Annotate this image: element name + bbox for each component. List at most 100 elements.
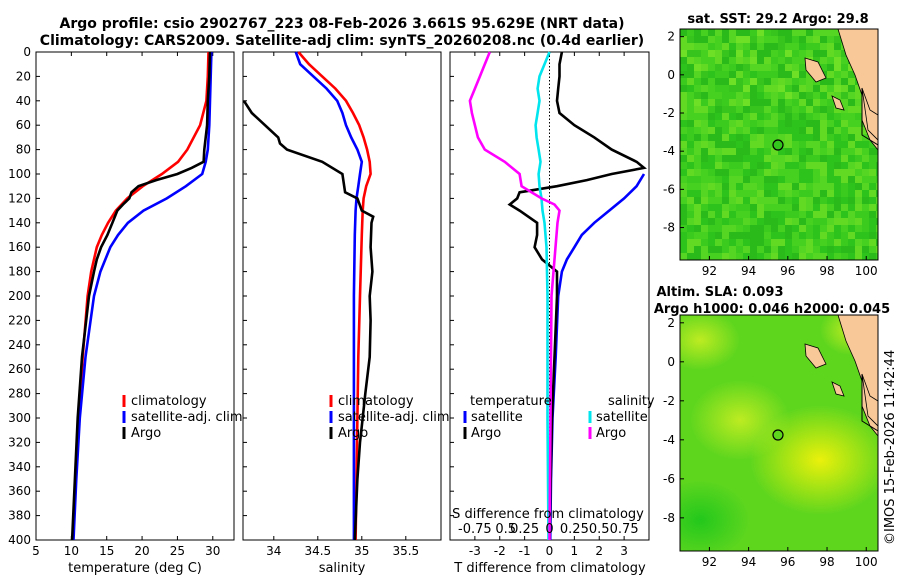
- sst-cell: [799, 253, 806, 260]
- sst-cell: [743, 57, 750, 64]
- sst-cell: [722, 211, 729, 218]
- sst-cell: [771, 190, 778, 197]
- sst-cell: [806, 85, 813, 92]
- sst-cell: [771, 197, 778, 204]
- sst-cell: [722, 50, 729, 57]
- sst-cell: [694, 204, 701, 211]
- temperature-axes: [35, 51, 235, 541]
- sst-cell: [869, 183, 876, 190]
- sst-cell: [687, 36, 694, 43]
- sst-cell: [827, 246, 834, 253]
- sst-cell: [680, 85, 687, 92]
- sst-cell: [694, 43, 701, 50]
- sst-cell: [694, 71, 701, 78]
- sst-cell: [820, 183, 827, 190]
- sst-cell: [813, 246, 820, 253]
- sst-cell: [757, 134, 764, 141]
- sst-cell: [813, 211, 820, 218]
- sst-cell: [862, 197, 869, 204]
- sla-anomaly: [680, 315, 740, 370]
- sst-cell: [680, 204, 687, 211]
- sst-cell: [687, 232, 694, 239]
- sla-anomaly: [690, 380, 790, 460]
- sst-cell: [722, 113, 729, 120]
- sst-cell: [778, 225, 785, 232]
- sst-cell: [813, 183, 820, 190]
- sst-cell: [722, 141, 729, 148]
- sst-cell: [757, 78, 764, 85]
- sst-cell: [820, 239, 827, 246]
- sst-cell: [778, 197, 785, 204]
- sst-cell: [743, 99, 750, 106]
- sst-map-title: sat. SST: 29.2 Argo: 29.8: [687, 12, 868, 27]
- sst-cell: [876, 183, 878, 190]
- sst-cell: [743, 225, 750, 232]
- temperature-line-argo: [70, 51, 212, 541]
- sst-cell: [813, 43, 820, 50]
- sst-cell: [834, 113, 841, 120]
- sst-cell: [848, 169, 855, 176]
- sst-cell: [876, 239, 878, 246]
- sst-cell: [820, 85, 827, 92]
- sst-cell: [757, 204, 764, 211]
- sst-cell: [687, 141, 694, 148]
- sst-cell: [827, 120, 834, 127]
- sst-cell: [722, 57, 729, 64]
- sst-cell: [813, 148, 820, 155]
- sst-cell: [680, 176, 687, 183]
- sst-cell: [820, 36, 827, 43]
- sst-cell: [701, 232, 708, 239]
- sst-cell: [722, 176, 729, 183]
- sst-cell: [827, 57, 834, 64]
- sst-cell: [806, 155, 813, 162]
- sst-cell: [694, 232, 701, 239]
- sst-cell: [806, 134, 813, 141]
- sst-cell: [715, 197, 722, 204]
- sst-cell: [729, 225, 736, 232]
- sst-cell: [736, 99, 743, 106]
- coastline-box: [861, 374, 878, 432]
- sst-cell: [771, 99, 778, 106]
- sst-cell: [771, 211, 778, 218]
- sst-cell: [799, 190, 806, 197]
- x-tick-label: 35.5: [392, 544, 419, 558]
- y-tick-label: 140: [8, 216, 31, 230]
- sst-cell: [680, 155, 687, 162]
- sst-cell: [841, 211, 848, 218]
- sst-cell: [729, 253, 736, 260]
- sst-cell: [862, 232, 869, 239]
- sst-cell: [701, 253, 708, 260]
- sst-cell: [729, 120, 736, 127]
- sst-cell: [855, 218, 862, 225]
- sst-cell: [729, 29, 736, 36]
- sst-cell: [729, 169, 736, 176]
- sst-cell: [687, 64, 694, 71]
- sst-cell: [708, 225, 715, 232]
- sst-cell: [701, 120, 708, 127]
- sst-cell: [820, 113, 827, 120]
- sst-cell: [764, 218, 771, 225]
- sst-cell: [715, 127, 722, 134]
- sst-cell: [785, 218, 792, 225]
- sst-cell: [785, 78, 792, 85]
- sst-cell: [813, 218, 820, 225]
- sst-cell: [799, 162, 806, 169]
- sst-cell: [715, 218, 722, 225]
- sst-cell: [806, 43, 813, 50]
- sst-cell: [694, 85, 701, 92]
- sst-cell: [757, 225, 764, 232]
- y-tick-label: 400: [8, 533, 31, 547]
- sst-cell: [764, 141, 771, 148]
- salinity-line-argo: [242, 100, 375, 541]
- sst-cell: [806, 127, 813, 134]
- sst-cell: [869, 176, 876, 183]
- sst-cell: [778, 190, 785, 197]
- sst-cell: [820, 64, 827, 71]
- sst-cell: [806, 218, 813, 225]
- x-tick-label: 15: [99, 544, 114, 558]
- sst-cell: [785, 253, 792, 260]
- sst-cell: [799, 211, 806, 218]
- sst-cell: [876, 246, 878, 253]
- sst-cell: [876, 190, 878, 197]
- sst-cell: [715, 64, 722, 71]
